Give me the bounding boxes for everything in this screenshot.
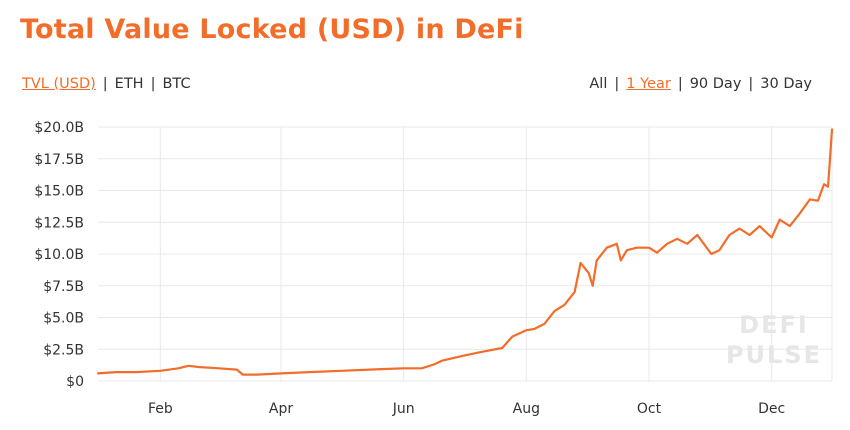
x-tick-label: Dec [758,401,785,417]
range-option-90-day[interactable]: 90 Day [689,76,742,92]
y-axis-ticks: $0 $2.5B $5.0B $7.5B $10.0B $12.5B $15.0B $17.5… [34,120,84,390]
metric-selector: TVL (USD) | ETH | BTC [22,76,191,92]
y-tick-label: $10.0B [34,247,84,263]
x-tick-label: Apr [269,401,293,417]
range-option-1-year[interactable]: 1 Year [626,76,671,92]
series-layer [96,128,834,376]
separator: | [614,76,620,92]
y-tick-label: $17.5B [34,152,84,168]
chart-grid [98,126,833,382]
watermark-line-1: DEFI [739,311,809,339]
separator: | [677,76,683,92]
range-option-all[interactable]: All [589,76,608,92]
y-tick-label: $7.5B [43,279,84,295]
range-selector: All | 1 Year | 90 Day | 30 Day [589,76,812,92]
y-tick-label: $2.5B [43,342,84,358]
chart-title: Total Value Locked (USD) in DeFi [20,14,524,45]
separator: | [102,76,108,92]
y-tick-label: $15.0B [34,184,84,200]
y-tick-label: $5.0B [43,311,84,327]
x-axis-ticks: Feb Apr Jun Aug Oct Dec [148,401,785,417]
metric-option-btc[interactable]: BTC [162,76,191,92]
x-tick-label: Oct [637,401,662,417]
x-tick-label: Jun [392,401,415,417]
separator: | [748,76,754,92]
x-tick-label: Aug [513,401,540,417]
separator: | [150,76,156,92]
metric-option-eth[interactable]: ETH [114,76,144,92]
metric-option-tvl-usd[interactable]: TVL (USD) [22,76,96,92]
y-tick-label: $0 [66,374,84,390]
defi-pulse-watermark: DEFI PULSE [726,311,822,369]
series-line-tvl [96,128,834,376]
y-tick-label: $20.0B [34,120,84,136]
y-tick-label: $12.5B [34,215,84,231]
watermark-line-2: PULSE [726,341,822,369]
range-option-30-day[interactable]: 30 Day [760,76,812,92]
x-tick-label: Feb [148,401,173,417]
